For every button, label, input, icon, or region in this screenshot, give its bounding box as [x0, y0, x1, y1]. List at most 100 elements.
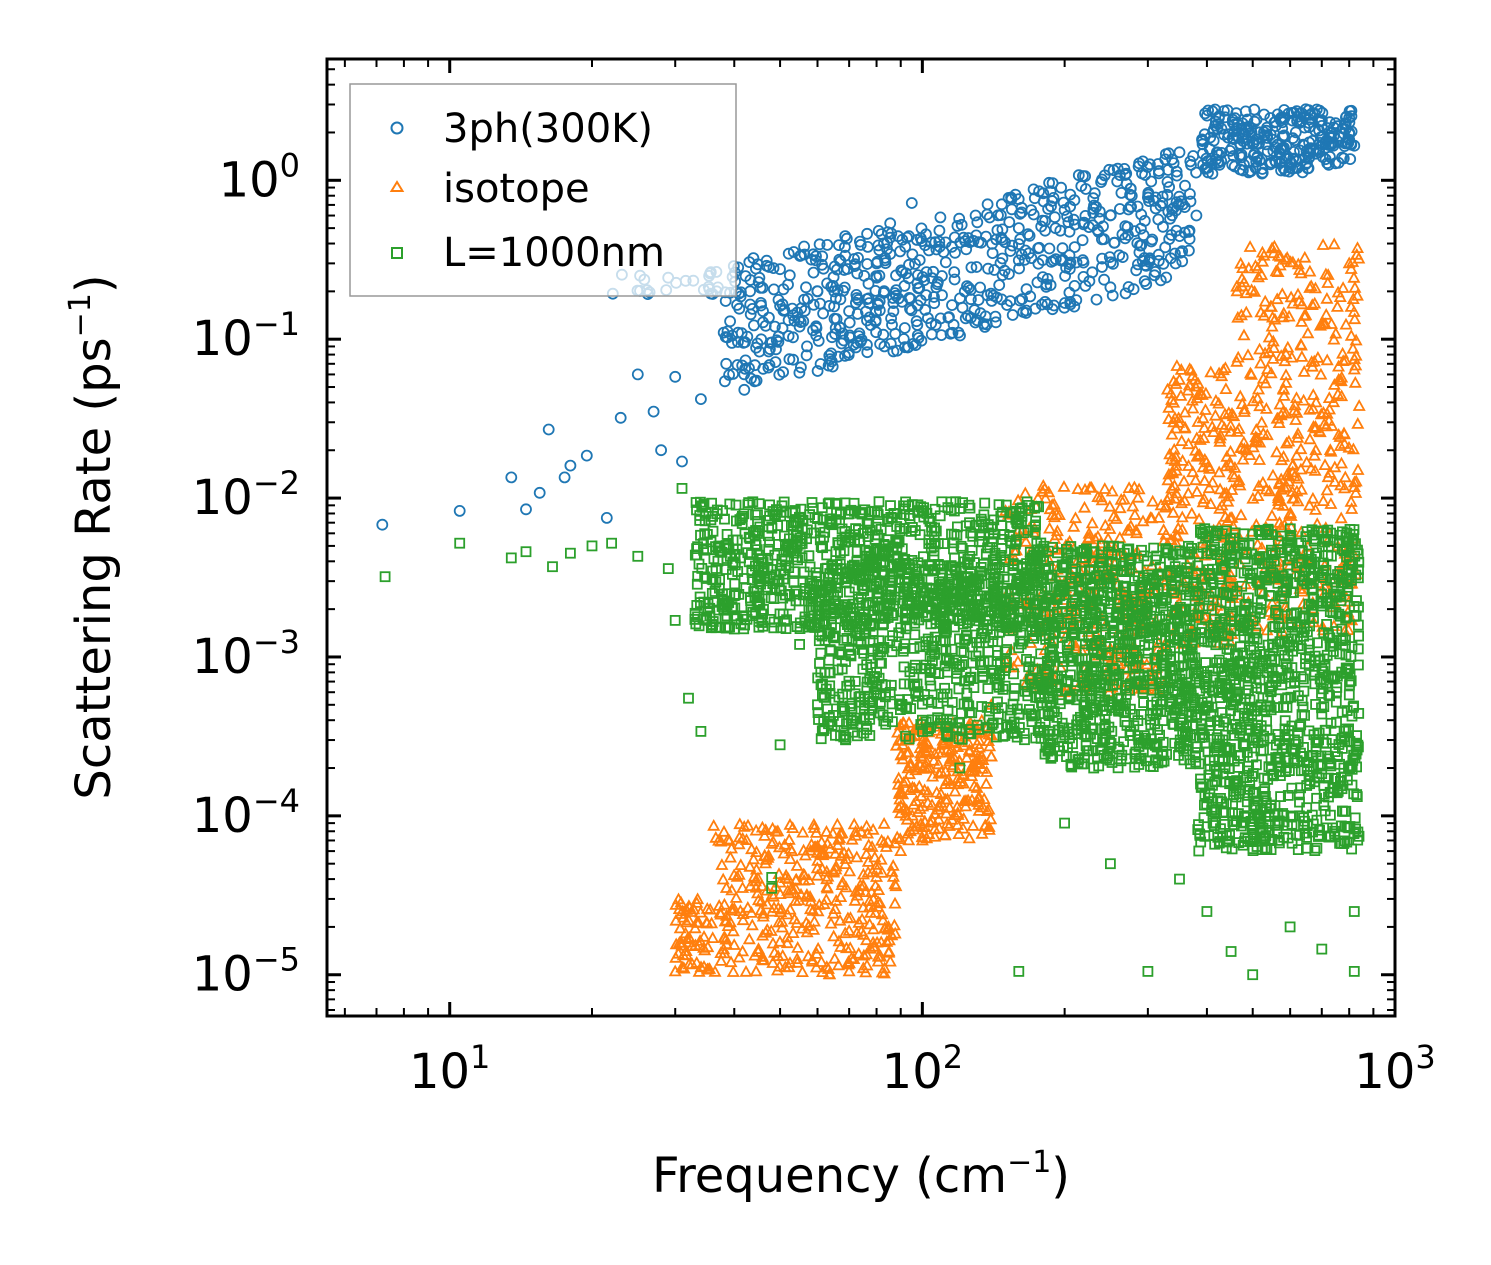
data-point: [1249, 423, 1263, 435]
data-point: [853, 524, 864, 536]
data-point: [1300, 455, 1314, 468]
data-point: [819, 892, 833, 905]
data-point: [766, 835, 780, 847]
data-point: [647, 405, 660, 418]
data-point: [1115, 186, 1128, 199]
data-point: [860, 947, 874, 960]
data-point: [1316, 406, 1331, 418]
data-point: [850, 296, 862, 309]
data-point: [705, 622, 717, 634]
data-point: [783, 852, 797, 864]
data-point: [798, 240, 810, 253]
data-point: [868, 850, 882, 863]
data-point: [865, 551, 877, 563]
data-point: [893, 718, 907, 731]
data-point: [1219, 382, 1233, 395]
data-point: [845, 570, 857, 582]
data-point: [1146, 494, 1160, 507]
data-point: [833, 913, 847, 926]
data-point: [981, 702, 993, 713]
data-point: [1286, 457, 1300, 470]
data-point: [691, 578, 703, 590]
data-point: [768, 283, 780, 296]
data-point: [948, 273, 961, 286]
data-point: [863, 545, 875, 557]
data-point: [994, 593, 1006, 605]
data-point: [1213, 434, 1227, 447]
data-point: [713, 604, 724, 616]
data-point: [752, 276, 765, 289]
data-point: [756, 909, 770, 922]
data-point: [1278, 104, 1291, 116]
data-point: [872, 299, 884, 311]
data-point: [883, 954, 897, 967]
data-point: [1223, 511, 1237, 523]
data-point: [889, 738, 903, 751]
data-point: [1256, 166, 1269, 179]
data-point: [1213, 501, 1227, 514]
data-point: [1316, 494, 1330, 507]
data-point: [1044, 609, 1056, 621]
data-point: [1009, 584, 1021, 596]
data-point: [901, 231, 913, 244]
data-point: [927, 753, 941, 766]
data-point: [994, 257, 1007, 269]
data-point: [1348, 312, 1362, 325]
data-point: [682, 957, 696, 970]
data-point: [724, 315, 736, 328]
data-point: [739, 354, 752, 367]
data-point: [839, 852, 853, 864]
data-point: [982, 823, 996, 835]
data-point: [939, 806, 953, 819]
data-point: [902, 745, 916, 758]
data-point: [844, 679, 856, 691]
data-point: [970, 229, 983, 242]
data-point: [764, 536, 775, 548]
data-point: [832, 350, 844, 363]
data-point: [1103, 522, 1117, 534]
data-point: [913, 254, 926, 267]
data-point: [1028, 597, 1039, 609]
data-point: [1192, 512, 1206, 525]
data-point: [1319, 419, 1333, 432]
data-point: [913, 282, 925, 295]
data-point: [1346, 341, 1360, 354]
data-point: [928, 297, 941, 310]
data-point: [1258, 376, 1273, 389]
data-point: [1198, 452, 1212, 465]
data-point: [1032, 242, 1044, 255]
data-point: [935, 635, 946, 646]
data-point: [981, 289, 994, 302]
data-point: [913, 802, 927, 814]
data-point: [997, 730, 1009, 742]
data-point: [1188, 443, 1203, 456]
data-point: [739, 833, 754, 845]
data-point: [741, 900, 755, 913]
data-point: [1298, 121, 1311, 134]
data-point: [824, 667, 836, 679]
data-point: [886, 512, 898, 524]
data-point: [697, 929, 711, 942]
data-point: [849, 505, 860, 517]
data-point: [857, 948, 871, 961]
data-point: [934, 312, 947, 325]
data-point: [1120, 523, 1134, 536]
data-point: [752, 516, 763, 527]
data-point: [1330, 300, 1344, 312]
data-point: [839, 241, 851, 254]
data-point: [909, 629, 921, 641]
data-point: [703, 962, 717, 974]
data-point: [954, 292, 966, 305]
data-point: [1027, 208, 1040, 221]
data-point: [896, 738, 910, 750]
data-point: [901, 826, 915, 839]
data-point: [855, 638, 867, 649]
data-point: [1295, 584, 1309, 597]
data-point: [1171, 169, 1183, 182]
data-point: [1306, 388, 1320, 400]
data-point: [990, 616, 1002, 628]
series-0: [376, 103, 1361, 531]
data-point: [1140, 735, 1151, 746]
data-point: [859, 693, 870, 705]
data-point: [1013, 238, 1025, 251]
